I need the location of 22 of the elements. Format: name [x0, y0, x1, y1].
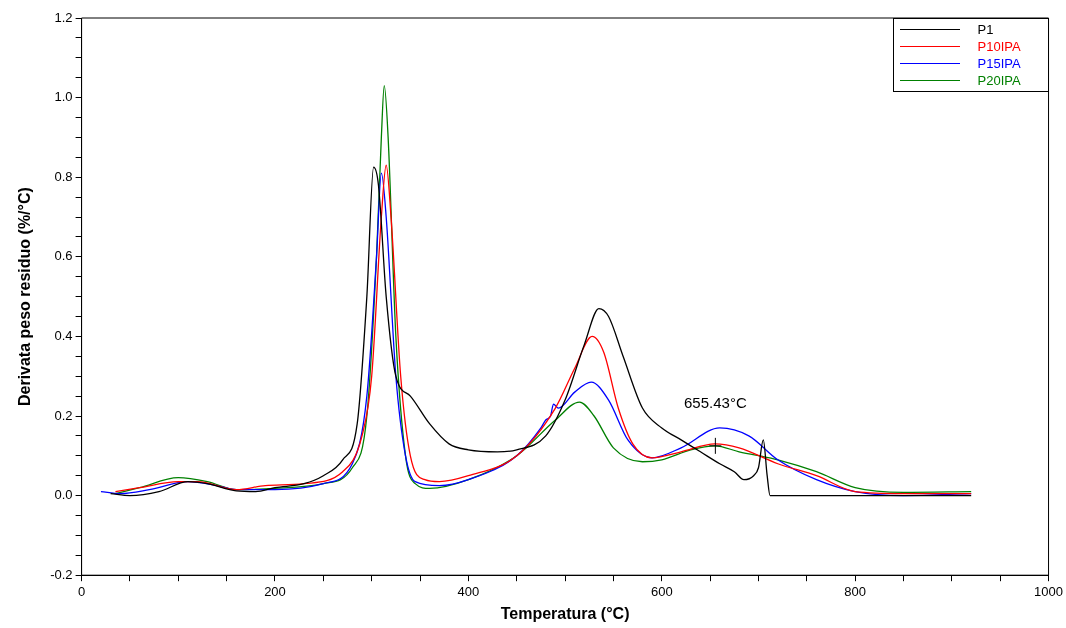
y-tick-label: -0.2 [50, 566, 73, 582]
y-tick-label: 0.6 [54, 248, 73, 264]
x-tick-label: 200 [264, 583, 286, 599]
annotation: 655.43°C [684, 394, 747, 412]
y-axis-title: Derivata peso residuo (%/°C) [16, 187, 34, 407]
legend-label: P1 [977, 22, 994, 37]
y-tick-label: 0.8 [54, 168, 73, 184]
x-tick-label: 600 [650, 583, 673, 599]
legend-label: P10IPA [977, 39, 1021, 54]
x-axis-title: Temperatura (°C) [500, 604, 630, 622]
y-tick-label: 0.0 [54, 487, 73, 503]
y-tick-label: 0.4 [54, 327, 73, 343]
x-tick-label: 1000 [1034, 583, 1063, 599]
y-tick-label: 1.2 [54, 9, 73, 25]
line-series [114, 85, 972, 495]
x-tick-label: 800 [844, 583, 866, 599]
y-tick-label: 0.2 [54, 407, 73, 423]
x-tick-label: 400 [457, 583, 480, 599]
y-tick-label: 1.0 [54, 89, 73, 105]
x-tick-label: 0 [77, 583, 86, 599]
legend-label: P20IPA [977, 73, 1021, 88]
legend-label: P15IPA [977, 56, 1021, 71]
